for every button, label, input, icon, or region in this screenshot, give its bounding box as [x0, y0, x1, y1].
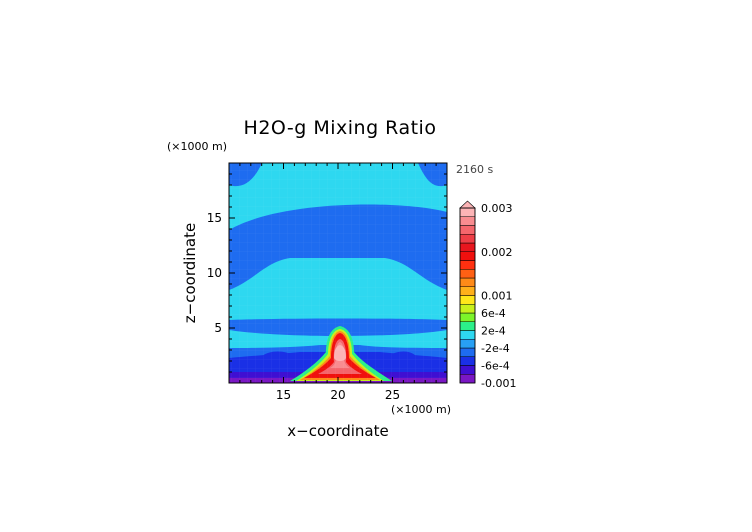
y-unit-label: (×1000 m) [167, 140, 227, 153]
x-tick-label: 20 [330, 388, 345, 402]
colorbar-swatch [459, 321, 476, 331]
colorbar-swatch [459, 295, 476, 305]
colorbar-swatch [459, 365, 476, 375]
chart-title: H2O-g Mixing Ratio [244, 117, 437, 139]
colorbar-tick-label: 0.003 [481, 202, 513, 215]
colorbar-swatch [459, 374, 476, 384]
colorbar-tick-label: -2e-4 [481, 342, 510, 355]
colorbar-tick-label: -0.001 [481, 377, 516, 390]
x-unit-label: (×1000 m) [391, 403, 451, 416]
colorbar-swatch [459, 277, 476, 287]
plot-area [229, 163, 447, 383]
colorbar-swatch [459, 234, 476, 244]
colorbar-tick-label: -6e-4 [481, 360, 510, 373]
colorbar-swatch [459, 225, 476, 235]
y-tick-label: 5 [214, 321, 222, 335]
colorbar-swatch [459, 330, 476, 340]
colorbar-tick-label: 2e-4 [481, 325, 506, 338]
x-axis: 15 20 25 [228, 163, 448, 402]
y-tick-label: 15 [207, 211, 222, 225]
y-axis-label: z−coordinate [181, 223, 199, 323]
y-axis: 5 10 15 [207, 162, 447, 384]
time-label: 2160 s [456, 163, 493, 176]
cell-grid-overlay [229, 163, 447, 383]
x-tick-label: 25 [385, 388, 400, 402]
x-axis-label: x−coordinate [287, 422, 388, 440]
colorbar-extend-arrow [459, 200, 476, 209]
colorbar-swatch [459, 242, 476, 252]
colorbar-frame [459, 207, 476, 384]
colorbar-swatch [459, 339, 476, 349]
y-tick-label: 10 [207, 266, 222, 280]
colorbar-tick-label: 0.002 [481, 246, 513, 259]
x-tick-label: 15 [276, 388, 291, 402]
colorbar-swatch [459, 312, 476, 322]
colorbar: 0.003 0.002 0.001 6e-4 2e-4 -2e-4 -6e-4 -0.001 [459, 200, 516, 390]
colorbar-swatch [459, 251, 476, 261]
colorbar-swatch [459, 286, 476, 296]
colorbar-tick-label: 6e-4 [481, 307, 506, 320]
colorbar-tick-label: 0.001 [481, 290, 513, 303]
colorbar-swatch [459, 260, 476, 270]
colorbar-swatch [459, 347, 476, 357]
colorbar-swatch [459, 207, 476, 217]
colorbar-swatch [459, 356, 476, 366]
colorbar-swatch [459, 216, 476, 226]
colorbar-swatch [459, 269, 476, 279]
colorbar-swatch [459, 304, 476, 314]
